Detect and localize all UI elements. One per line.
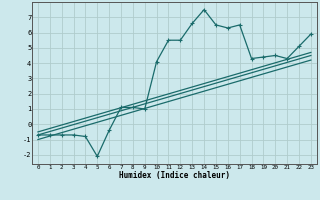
X-axis label: Humidex (Indice chaleur): Humidex (Indice chaleur) [119, 171, 230, 180]
